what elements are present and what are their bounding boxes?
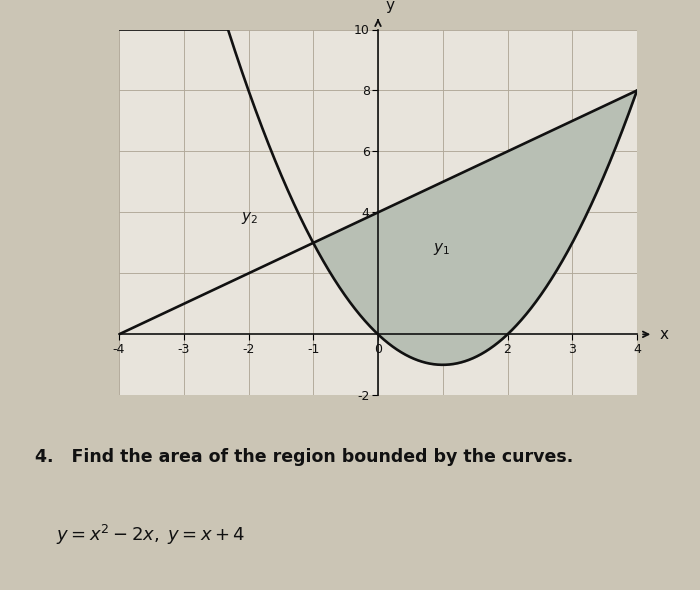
Text: $y_1$: $y_1$ bbox=[433, 241, 450, 257]
Text: $y_2$: $y_2$ bbox=[241, 211, 258, 227]
Text: $y = x^2 - 2x, \; y = x + 4$: $y = x^2 - 2x, \; y = x + 4$ bbox=[56, 523, 246, 547]
Text: 4.   Find the area of the region bounded by the curves.: 4. Find the area of the region bounded b… bbox=[35, 448, 573, 467]
Text: x: x bbox=[659, 327, 668, 342]
Text: y: y bbox=[386, 0, 395, 13]
